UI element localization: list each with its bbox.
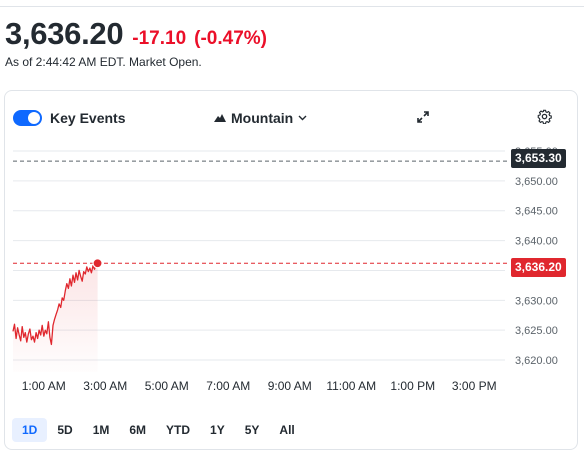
price-change: -17.10 xyxy=(132,28,187,49)
x-tick-label: 1:00 AM xyxy=(22,379,66,393)
x-tick-label: 11:00 AM xyxy=(326,379,376,393)
mountain-icon xyxy=(214,113,226,123)
x-tick-label: 9:00 AM xyxy=(268,379,312,393)
y-tick-label: 3,620.00 xyxy=(515,355,558,367)
price-chart[interactable]: 3,655.003,650.003,645.003,640.003,635.00… xyxy=(5,91,577,411)
top-divider xyxy=(0,6,584,7)
x-tick-label: 7:00 AM xyxy=(206,379,250,393)
chart-card: Key Events Mountain 3,655.003,650.003,64… xyxy=(4,90,578,450)
key-events-toggle[interactable] xyxy=(13,110,42,126)
price: 3,636.20 xyxy=(5,16,124,51)
series-line xyxy=(12,262,98,346)
x-tick-label: 3:00 PM xyxy=(452,379,497,393)
price-change-percent: (-0.47%) xyxy=(194,28,268,49)
toggle-knob xyxy=(28,112,40,124)
range-tab-1m[interactable]: 1M xyxy=(92,423,110,437)
y-tick-label: 3,645.00 xyxy=(515,206,558,218)
quote-header: 3,636.20 -17.10 (-0.47%) xyxy=(5,16,267,52)
range-tab-all[interactable]: All xyxy=(279,423,295,437)
current-price-dot xyxy=(92,258,103,269)
y-tick-label: 3,630.00 xyxy=(515,295,558,307)
y-tick-label: 3,640.00 xyxy=(515,236,558,248)
gear-icon[interactable] xyxy=(537,109,552,124)
range-tab-1y[interactable]: 1Y xyxy=(210,423,225,437)
x-tick-label: 5:00 AM xyxy=(145,379,189,393)
y-tick-label: 3,650.00 xyxy=(515,176,558,188)
range-tabs: 1D 5D 1M 6M YTD 1Y 5Y All xyxy=(12,418,305,442)
current-price-badge: 3,636.20 xyxy=(511,258,566,277)
range-tab-6m[interactable]: 6M xyxy=(129,423,147,437)
chevron-down-icon xyxy=(298,115,307,121)
x-tick-label: 3:00 AM xyxy=(83,379,127,393)
previous-close-badge: 3,653.30 xyxy=(511,149,566,168)
range-tab-5d[interactable]: 5D xyxy=(57,423,73,437)
chart-type-dropdown[interactable]: Mountain xyxy=(214,108,307,128)
y-tick-label: 3,625.00 xyxy=(515,325,558,337)
chart-toolbar: Key Events Mountain xyxy=(5,91,577,143)
expand-icon[interactable] xyxy=(416,110,430,124)
range-tab-1d[interactable]: 1D xyxy=(12,418,48,442)
chart-type-label: Mountain xyxy=(231,110,294,126)
x-tick-label: 1:00 PM xyxy=(390,379,435,393)
market-time: As of 2:44:42 AM EDT. Market Open. xyxy=(5,55,202,69)
range-tab-5y[interactable]: 5Y xyxy=(244,423,260,437)
key-events-label: Key Events xyxy=(50,110,126,126)
range-tab-ytd[interactable]: YTD xyxy=(166,423,191,437)
